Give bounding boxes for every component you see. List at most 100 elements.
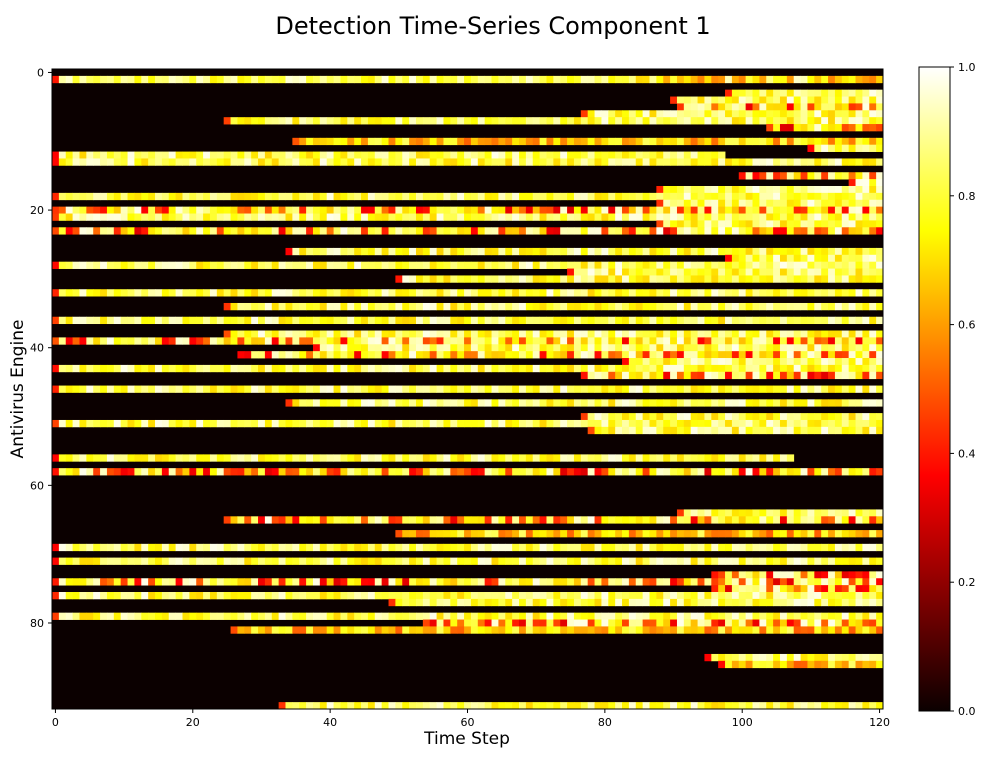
heatmap-cell xyxy=(216,151,225,159)
heatmap-cell xyxy=(731,626,740,634)
heatmap-cell xyxy=(649,454,657,462)
heatmap-cell xyxy=(402,454,410,462)
heatmap-cell xyxy=(347,344,355,352)
heatmap-cell xyxy=(594,110,602,118)
heatmap-cell xyxy=(79,213,87,221)
heatmap-cell xyxy=(759,289,767,297)
heatmap-cell xyxy=(711,592,719,600)
heatmap-cell xyxy=(580,302,589,311)
heatmap-cell xyxy=(869,419,877,428)
heatmap-cell xyxy=(814,213,822,221)
heatmap-cell xyxy=(711,151,719,159)
heatmap-cell xyxy=(278,385,286,393)
heatmap-cell xyxy=(594,399,602,407)
heatmap-cell xyxy=(299,227,307,235)
heatmap-cell xyxy=(340,626,348,634)
heatmap-cell xyxy=(285,626,293,634)
heatmap-cell xyxy=(148,543,156,552)
heatmap-cell xyxy=(409,557,417,565)
heatmap-cell xyxy=(395,117,403,125)
heatmap-cell xyxy=(553,192,561,201)
heatmap-cell xyxy=(113,578,122,586)
heatmap-cell xyxy=(773,413,781,421)
heatmap-cell xyxy=(326,516,334,524)
heatmap-cell xyxy=(312,454,321,462)
heatmap-cell xyxy=(457,261,465,269)
heatmap-cell xyxy=(567,454,575,462)
heatmap-cell xyxy=(821,172,829,180)
heatmap-cell xyxy=(470,468,479,476)
heatmap-cell xyxy=(65,543,74,552)
heatmap-cell xyxy=(587,247,595,256)
heatmap-cell xyxy=(814,468,822,476)
heatmap-cell xyxy=(443,598,451,607)
heatmap-cell xyxy=(711,227,719,235)
heatmap-cell xyxy=(319,351,328,359)
heatmap-cell xyxy=(106,578,115,586)
heatmap-cell xyxy=(841,144,850,152)
heatmap-cell xyxy=(395,543,403,552)
heatmap-cell xyxy=(759,468,767,476)
heatmap-cell xyxy=(388,302,396,311)
heatmap-cell xyxy=(663,137,671,146)
heatmap-cell xyxy=(745,289,753,297)
heatmap-cell xyxy=(683,75,692,84)
heatmap-cell xyxy=(546,344,554,352)
heatmap-cell xyxy=(560,702,568,710)
heatmap-cell xyxy=(498,626,506,634)
heatmap-cell xyxy=(93,543,101,552)
heatmap-cell xyxy=(718,557,726,565)
heatmap-cell xyxy=(711,598,719,607)
heatmap-cell xyxy=(752,358,760,366)
heatmap-cell xyxy=(608,578,616,586)
heatmap-cell xyxy=(216,75,225,84)
heatmap-cell xyxy=(395,75,403,84)
colorbar-gradient xyxy=(918,66,951,712)
heatmap-cell xyxy=(642,626,650,634)
heatmap-cell xyxy=(642,619,650,627)
heatmap-cell xyxy=(216,454,225,462)
heatmap-cell xyxy=(869,220,877,228)
heatmap-cell xyxy=(106,227,115,235)
heatmap-cell xyxy=(292,75,300,84)
heatmap-cell xyxy=(683,103,692,111)
heatmap-cell xyxy=(573,275,582,283)
heatmap-cell xyxy=(876,268,884,276)
heatmap-cell xyxy=(745,227,753,235)
heatmap-cell xyxy=(670,626,678,634)
heatmap-cell xyxy=(223,337,231,345)
heatmap-cell xyxy=(52,337,60,345)
heatmap-cell xyxy=(841,330,850,338)
heatmap-cell xyxy=(477,702,486,710)
heatmap-cell xyxy=(72,289,80,297)
y-tick-label: 20 xyxy=(30,204,44,217)
heatmap-cell xyxy=(766,557,774,565)
heatmap-cell xyxy=(628,206,637,214)
heatmap-cell xyxy=(642,206,650,214)
heatmap-cell xyxy=(580,117,589,125)
heatmap-cell xyxy=(786,172,795,180)
heatmap-cell xyxy=(464,530,472,538)
heatmap-cell xyxy=(704,351,712,359)
heatmap-cell xyxy=(683,344,692,352)
heatmap-cell xyxy=(415,454,424,462)
heatmap-cell xyxy=(429,302,437,311)
heatmap-cell xyxy=(738,364,747,373)
heatmap-cell xyxy=(814,530,822,538)
heatmap-cell xyxy=(223,261,231,269)
heatmap-cell xyxy=(779,275,788,283)
heatmap-cell xyxy=(628,468,637,476)
heatmap-cell xyxy=(821,144,829,152)
heatmap-cell xyxy=(223,192,231,201)
heatmap-cell xyxy=(766,413,774,421)
heatmap-cell xyxy=(848,351,856,359)
heatmap-cell xyxy=(649,371,657,380)
heatmap-cell xyxy=(663,185,671,194)
heatmap-cell xyxy=(862,213,870,221)
heatmap-cell xyxy=(498,316,506,325)
heatmap-cell xyxy=(670,516,678,524)
heatmap-cell xyxy=(628,364,637,373)
heatmap-cell xyxy=(615,344,623,352)
heatmap-cell xyxy=(821,110,829,118)
